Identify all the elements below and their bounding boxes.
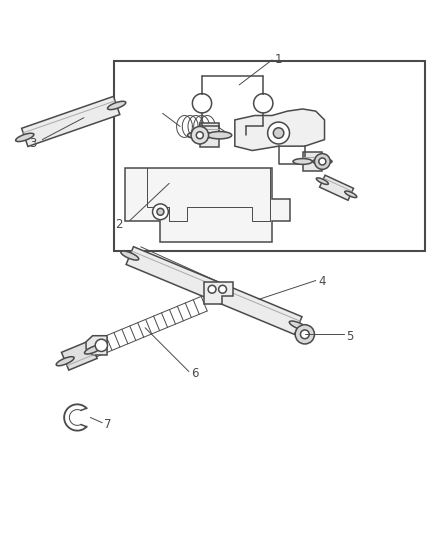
Ellipse shape	[56, 357, 74, 366]
Polygon shape	[125, 168, 289, 243]
Text: 5: 5	[346, 330, 353, 343]
Polygon shape	[199, 123, 219, 148]
Circle shape	[208, 285, 215, 293]
Polygon shape	[234, 109, 324, 150]
Polygon shape	[302, 152, 321, 171]
Polygon shape	[86, 336, 107, 355]
Ellipse shape	[207, 132, 231, 139]
Polygon shape	[126, 247, 301, 335]
Ellipse shape	[84, 345, 102, 354]
Circle shape	[156, 208, 163, 215]
Circle shape	[267, 122, 289, 144]
Circle shape	[152, 204, 168, 220]
Ellipse shape	[16, 133, 34, 142]
Ellipse shape	[316, 178, 328, 184]
Text: 2: 2	[115, 219, 122, 231]
Ellipse shape	[120, 251, 138, 260]
Text: 7: 7	[104, 418, 112, 431]
Circle shape	[318, 158, 325, 165]
Circle shape	[218, 285, 226, 293]
Text: 3: 3	[29, 136, 36, 150]
Text: 4: 4	[317, 276, 325, 288]
Ellipse shape	[107, 101, 126, 110]
Circle shape	[314, 154, 329, 169]
Polygon shape	[21, 96, 120, 147]
Ellipse shape	[292, 159, 311, 164]
Circle shape	[95, 339, 107, 351]
Bar	[114, 61, 424, 251]
Ellipse shape	[344, 191, 356, 198]
Circle shape	[300, 330, 308, 338]
Text: 6: 6	[191, 367, 198, 380]
Polygon shape	[319, 175, 353, 200]
Ellipse shape	[289, 321, 307, 330]
Text: 1: 1	[274, 53, 281, 67]
Circle shape	[273, 128, 283, 138]
Circle shape	[191, 126, 208, 144]
Ellipse shape	[187, 132, 212, 139]
Polygon shape	[204, 282, 232, 304]
Circle shape	[196, 132, 203, 139]
Ellipse shape	[312, 159, 331, 164]
Polygon shape	[61, 341, 97, 370]
Circle shape	[294, 325, 314, 344]
